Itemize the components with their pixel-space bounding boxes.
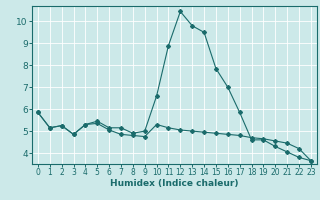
X-axis label: Humidex (Indice chaleur): Humidex (Indice chaleur) xyxy=(110,179,239,188)
